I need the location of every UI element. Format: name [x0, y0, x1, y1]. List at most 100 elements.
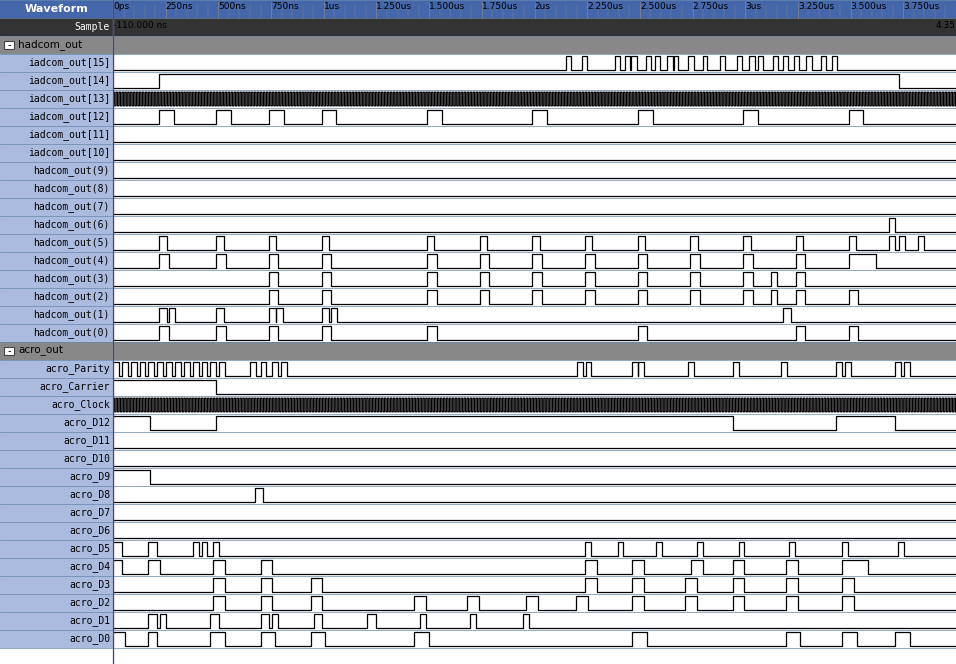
Bar — [0, 540, 113, 558]
Bar — [0, 342, 113, 360]
Bar — [0, 324, 113, 342]
Text: acro_out: acro_out — [18, 346, 63, 356]
Text: 3.500us: 3.500us — [851, 2, 887, 11]
Text: acro_D8: acro_D8 — [69, 489, 110, 501]
Bar — [113, 90, 956, 108]
Text: 3.250us: 3.250us — [798, 2, 834, 11]
Bar — [0, 72, 113, 90]
Text: acro_D1: acro_D1 — [69, 616, 110, 626]
Bar — [113, 252, 956, 270]
Bar — [113, 378, 956, 396]
Text: acro_D12: acro_D12 — [63, 418, 110, 428]
Bar — [0, 144, 113, 162]
Bar — [113, 414, 956, 432]
Text: iadcom_out[12]: iadcom_out[12] — [28, 112, 110, 122]
Bar — [0, 396, 113, 414]
Text: 750ns: 750ns — [272, 2, 298, 11]
Bar — [0, 630, 113, 648]
Text: acro_D6: acro_D6 — [69, 525, 110, 537]
Bar — [0, 432, 113, 450]
Bar — [113, 432, 956, 450]
Text: acro_D11: acro_D11 — [63, 436, 110, 446]
Bar — [113, 72, 956, 90]
Bar — [0, 108, 113, 126]
Bar — [113, 342, 956, 360]
Bar — [113, 468, 956, 486]
Bar — [113, 306, 956, 324]
Bar — [113, 198, 956, 216]
Bar — [0, 468, 113, 486]
Bar — [113, 612, 956, 630]
Text: 2us: 2us — [534, 2, 551, 11]
Bar — [0, 90, 113, 108]
Bar — [113, 522, 956, 540]
Bar — [0, 54, 113, 72]
Text: hadcom_out(1): hadcom_out(1) — [33, 309, 110, 321]
Bar — [0, 378, 113, 396]
Text: hadcom_out: hadcom_out — [18, 40, 82, 50]
Bar — [113, 180, 956, 198]
Bar — [113, 450, 956, 468]
Bar — [0, 234, 113, 252]
Bar — [0, 612, 113, 630]
Bar — [0, 558, 113, 576]
Text: hadcom_out(6): hadcom_out(6) — [33, 220, 110, 230]
Bar — [113, 558, 956, 576]
Text: 1.250us: 1.250us — [377, 2, 413, 11]
Text: acro_D0: acro_D0 — [69, 633, 110, 645]
Text: -: - — [8, 346, 11, 356]
Bar — [0, 288, 113, 306]
Text: 500ns: 500ns — [218, 2, 246, 11]
Text: 4.35: 4.35 — [936, 21, 956, 30]
Bar — [113, 234, 956, 252]
Bar — [0, 414, 113, 432]
Bar — [113, 18, 956, 36]
Text: acro_D2: acro_D2 — [69, 598, 110, 608]
Bar — [113, 108, 956, 126]
Bar — [0, 18, 113, 36]
Text: iadcom_out[13]: iadcom_out[13] — [28, 94, 110, 104]
Text: 2.750us: 2.750us — [692, 2, 728, 11]
Bar — [0, 576, 113, 594]
Text: acro_D4: acro_D4 — [69, 562, 110, 572]
Bar — [4, 347, 14, 355]
Bar — [0, 306, 113, 324]
Bar — [0, 450, 113, 468]
Text: 1us: 1us — [324, 2, 340, 11]
Bar — [113, 360, 956, 378]
Bar — [113, 0, 956, 18]
Text: 250ns: 250ns — [165, 2, 193, 11]
Text: acro_D7: acro_D7 — [69, 507, 110, 519]
Bar — [0, 180, 113, 198]
Text: acro_D5: acro_D5 — [69, 544, 110, 554]
Bar — [113, 396, 956, 414]
Bar — [0, 198, 113, 216]
Text: hadcom_out(0): hadcom_out(0) — [33, 327, 110, 339]
Bar — [0, 216, 113, 234]
Text: acro_D10: acro_D10 — [63, 454, 110, 464]
Bar — [113, 162, 956, 180]
Text: acro_D9: acro_D9 — [69, 471, 110, 483]
Bar — [0, 162, 113, 180]
Text: -110.000 ns: -110.000 ns — [114, 21, 167, 30]
Bar — [113, 324, 956, 342]
Bar — [113, 540, 956, 558]
Bar — [113, 270, 956, 288]
Text: iadcom_out[15]: iadcom_out[15] — [28, 58, 110, 68]
Bar — [0, 0, 113, 18]
Text: hadcom_out(3): hadcom_out(3) — [33, 274, 110, 284]
Text: iadcom_out[14]: iadcom_out[14] — [28, 76, 110, 86]
Text: -: - — [8, 40, 11, 50]
Bar — [0, 486, 113, 504]
Bar — [0, 126, 113, 144]
Bar — [113, 54, 956, 72]
Text: hadcom_out(9): hadcom_out(9) — [33, 165, 110, 177]
Text: iadcom_out[11]: iadcom_out[11] — [28, 129, 110, 141]
Text: 2.500us: 2.500us — [640, 2, 676, 11]
Text: acro_Carrier: acro_Carrier — [39, 382, 110, 392]
Bar — [113, 630, 956, 648]
Text: hadcom_out(5): hadcom_out(5) — [33, 238, 110, 248]
Bar — [113, 504, 956, 522]
Text: hadcom_out(7): hadcom_out(7) — [33, 202, 110, 212]
Text: 1.500us: 1.500us — [429, 2, 466, 11]
